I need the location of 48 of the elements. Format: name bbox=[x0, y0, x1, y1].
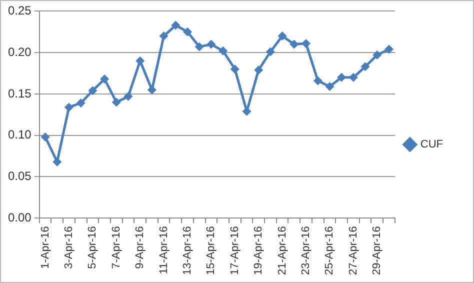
point bbox=[52, 157, 62, 166]
point bbox=[313, 76, 322, 86]
point bbox=[159, 32, 168, 41]
y-tick-label: 0.00 bbox=[8, 210, 32, 224]
x-tick-label: 15-Apr-16 bbox=[205, 226, 218, 276]
point bbox=[40, 132, 50, 142]
point bbox=[290, 40, 299, 49]
point bbox=[206, 40, 216, 49]
point bbox=[384, 44, 394, 54]
x-tick-label: 13-Apr-16 bbox=[182, 226, 194, 276]
x-tick-label: 9-Apr-16 bbox=[134, 226, 146, 269]
point bbox=[230, 64, 240, 74]
x-tick-label: 11-Apr-16 bbox=[158, 226, 170, 274]
y-tick-label: 0.10 bbox=[8, 128, 32, 142]
x-tick-label: 23-Apr-16 bbox=[300, 226, 312, 276]
x-tick-label: 21-Apr-16 bbox=[276, 226, 288, 276]
x-tick-label: 17-Apr-16 bbox=[228, 226, 241, 276]
x-tick-label: 25-Apr-16 bbox=[324, 226, 336, 276]
point bbox=[112, 98, 121, 107]
point bbox=[100, 74, 110, 84]
point bbox=[76, 98, 86, 108]
point bbox=[218, 46, 228, 56]
point bbox=[88, 86, 98, 96]
y-tick-label: 0.05 bbox=[8, 169, 32, 184]
y-tick-label: 0.15 bbox=[8, 86, 32, 100]
point bbox=[194, 42, 204, 52]
point bbox=[124, 92, 133, 101]
x-tick-label: 27-Apr-16 bbox=[347, 226, 360, 276]
point bbox=[372, 50, 382, 60]
y-tick-label: 0.25 bbox=[8, 4, 32, 18]
point bbox=[64, 102, 74, 112]
x-tick-label: 29-Apr-16 bbox=[371, 226, 384, 276]
y-tick-label: 0.20 bbox=[8, 44, 32, 59]
point bbox=[302, 38, 311, 48]
legend-label: CUF bbox=[420, 138, 444, 151]
point bbox=[171, 20, 180, 30]
point bbox=[254, 65, 264, 74]
x-tick-label: 1-Apr-16 bbox=[39, 226, 52, 269]
point bbox=[360, 62, 370, 72]
point bbox=[266, 47, 275, 56]
point bbox=[325, 82, 334, 92]
point bbox=[278, 32, 287, 41]
x-tick-label: 3-Apr-16 bbox=[63, 226, 76, 269]
x-tick-label: 7-Apr-16 bbox=[110, 226, 122, 269]
x-tick-label: 5-Apr-16 bbox=[86, 226, 99, 269]
x-tick-label: 19-Apr-16 bbox=[252, 226, 265, 276]
point bbox=[182, 27, 192, 36]
point bbox=[136, 56, 145, 66]
